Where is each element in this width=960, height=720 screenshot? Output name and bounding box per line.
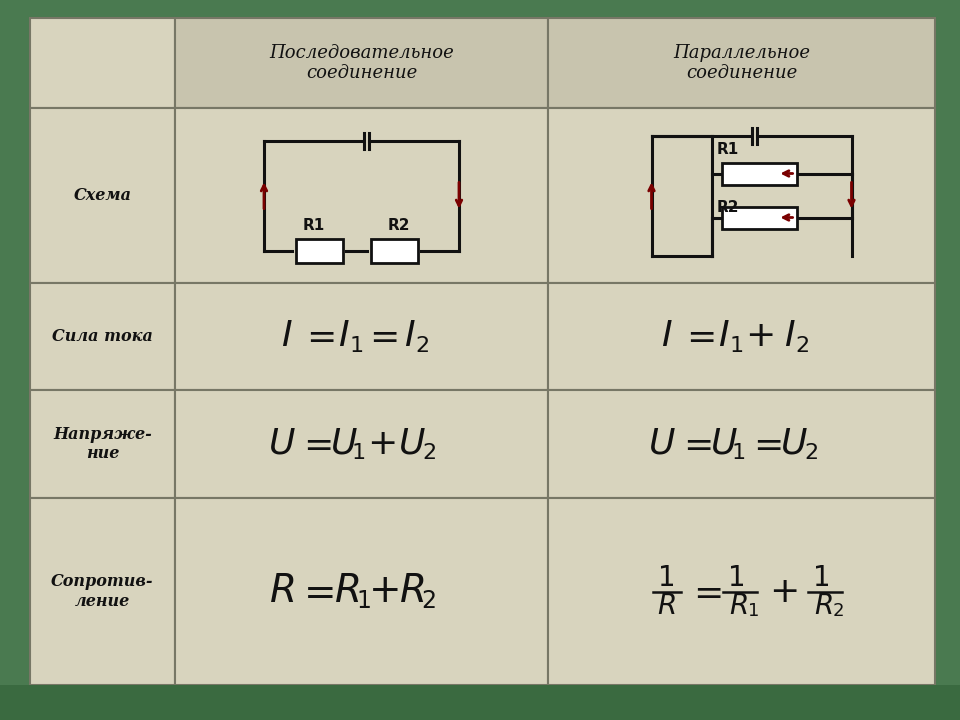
Text: $1$: $1$ bbox=[351, 443, 366, 463]
Text: $2$: $2$ bbox=[421, 443, 436, 463]
Text: Сопротив-
ление: Сопротив- ление bbox=[51, 573, 154, 610]
Text: $1$: $1$ bbox=[730, 336, 744, 356]
Bar bbox=[548, 108, 935, 283]
Text: $1$: $1$ bbox=[732, 443, 746, 463]
Bar bbox=[30, 18, 175, 108]
Bar bbox=[548, 18, 935, 108]
Text: $I$: $I$ bbox=[338, 320, 349, 354]
Bar bbox=[175, 283, 548, 390]
Text: R2: R2 bbox=[716, 200, 739, 215]
Text: $=$: $=$ bbox=[296, 427, 331, 461]
Text: Напряже-
ние: Напряже- ние bbox=[53, 426, 152, 462]
Text: $=$: $=$ bbox=[299, 320, 334, 354]
Bar bbox=[175, 498, 548, 685]
Text: $1$: $1$ bbox=[356, 590, 371, 613]
Text: $U$: $U$ bbox=[648, 427, 676, 461]
Text: $+$: $+$ bbox=[368, 427, 396, 461]
Text: R2: R2 bbox=[388, 217, 410, 233]
Bar bbox=[722, 163, 797, 184]
Text: $1$: $1$ bbox=[349, 336, 364, 356]
Text: 1: 1 bbox=[813, 564, 830, 592]
Text: 1: 1 bbox=[748, 601, 759, 619]
Text: $I$: $I$ bbox=[783, 320, 795, 354]
Bar bbox=[175, 18, 548, 108]
Bar bbox=[548, 498, 935, 685]
Text: $R$: $R$ bbox=[730, 592, 748, 619]
Text: $I$: $I$ bbox=[403, 320, 416, 354]
Bar bbox=[30, 108, 175, 283]
Text: $2$: $2$ bbox=[795, 336, 808, 356]
Text: Последовательное
соединение: Последовательное соединение bbox=[269, 44, 454, 82]
Bar bbox=[175, 108, 548, 283]
Text: $=$: $=$ bbox=[685, 575, 721, 608]
Bar bbox=[30, 498, 175, 685]
Text: $R$: $R$ bbox=[334, 572, 359, 611]
Text: $+$: $+$ bbox=[745, 320, 774, 354]
Bar bbox=[0, 685, 960, 720]
Text: $R$: $R$ bbox=[658, 592, 676, 619]
Text: $R$: $R$ bbox=[398, 572, 424, 611]
Text: $U$: $U$ bbox=[780, 427, 807, 461]
Bar bbox=[175, 390, 548, 498]
Text: $2$: $2$ bbox=[421, 590, 436, 613]
Text: $+$: $+$ bbox=[769, 575, 798, 608]
Text: $=$: $=$ bbox=[362, 320, 397, 354]
Text: $=$: $=$ bbox=[679, 320, 714, 354]
Text: Параллельное
соединение: Параллельное соединение bbox=[673, 44, 810, 82]
Text: $2$: $2$ bbox=[804, 443, 817, 463]
Text: Схема: Схема bbox=[74, 187, 132, 204]
Bar bbox=[30, 283, 175, 390]
Text: 1: 1 bbox=[728, 564, 745, 592]
Text: $I$: $I$ bbox=[280, 320, 293, 354]
Bar bbox=[548, 390, 935, 498]
Bar bbox=[371, 238, 418, 263]
Bar bbox=[296, 238, 343, 263]
Text: 2: 2 bbox=[832, 601, 844, 619]
Text: $U$: $U$ bbox=[329, 427, 357, 461]
Text: $+$: $+$ bbox=[369, 572, 398, 611]
Text: $=$: $=$ bbox=[297, 572, 334, 611]
Bar bbox=[722, 207, 797, 228]
Bar bbox=[30, 390, 175, 498]
Text: Сила тока: Сила тока bbox=[52, 328, 153, 345]
Text: 1: 1 bbox=[658, 564, 675, 592]
Text: $I$: $I$ bbox=[718, 320, 730, 354]
Text: $U$: $U$ bbox=[709, 427, 737, 461]
Text: $I$: $I$ bbox=[660, 320, 672, 354]
Text: $R$: $R$ bbox=[269, 572, 294, 611]
Text: $=$: $=$ bbox=[676, 427, 711, 461]
Text: $=$: $=$ bbox=[746, 427, 781, 461]
Text: $U$: $U$ bbox=[397, 427, 425, 461]
Text: R1: R1 bbox=[716, 143, 739, 158]
Bar bbox=[548, 283, 935, 390]
Text: $U$: $U$ bbox=[268, 427, 296, 461]
Text: R1: R1 bbox=[302, 217, 325, 233]
Text: $R$: $R$ bbox=[814, 592, 833, 619]
Text: $2$: $2$ bbox=[415, 336, 428, 356]
